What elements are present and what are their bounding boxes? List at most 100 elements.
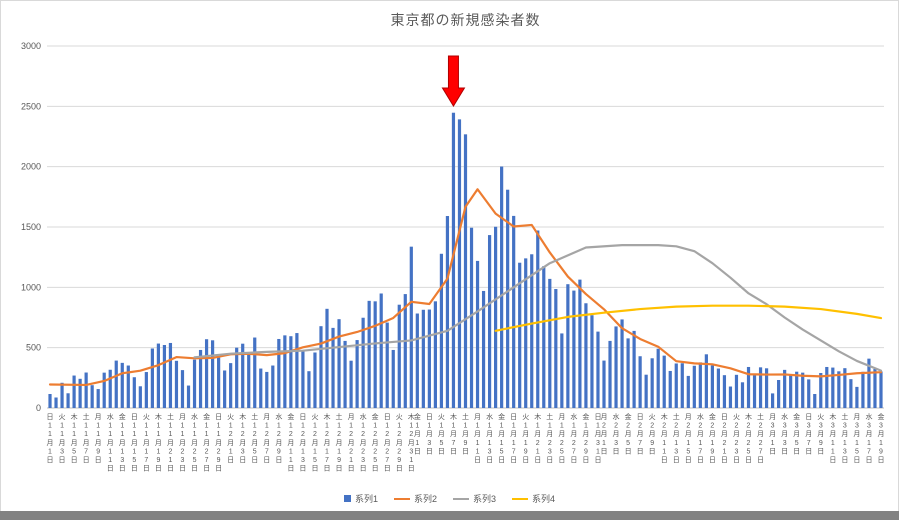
bar[interactable] [843, 368, 847, 408]
bar[interactable] [48, 394, 52, 408]
bar[interactable] [217, 357, 221, 408]
bar[interactable] [825, 366, 829, 408]
bar[interactable] [879, 371, 883, 408]
bar[interactable] [120, 362, 124, 408]
bar[interactable] [108, 369, 112, 408]
series-line-3[interactable] [193, 244, 883, 372]
bar[interactable] [150, 348, 154, 408]
bar[interactable] [144, 372, 148, 408]
bar[interactable] [90, 385, 94, 408]
bar[interactable] [518, 262, 522, 408]
bar[interactable] [734, 374, 739, 408]
bar[interactable] [620, 319, 624, 408]
bar[interactable] [439, 253, 444, 408]
bar[interactable] [783, 369, 787, 408]
bar[interactable] [295, 333, 299, 408]
bar[interactable] [289, 336, 293, 408]
bar[interactable] [307, 371, 311, 408]
bar[interactable] [849, 379, 853, 408]
bar[interactable] [277, 338, 281, 408]
bar[interactable] [584, 303, 588, 408]
bar[interactable] [367, 300, 371, 408]
bar[interactable] [445, 216, 450, 408]
bar[interactable] [560, 333, 564, 408]
bar[interactable] [590, 315, 594, 408]
bar[interactable] [84, 372, 88, 408]
bar[interactable] [873, 369, 877, 408]
bar[interactable] [746, 366, 751, 408]
bar[interactable] [138, 386, 142, 408]
bar[interactable] [409, 246, 413, 408]
bar[interactable] [771, 393, 775, 408]
bar[interactable] [60, 382, 64, 408]
bar[interactable] [403, 294, 407, 408]
bar[interactable] [740, 382, 745, 408]
bar[interactable] [789, 374, 793, 408]
bar[interactable] [204, 339, 209, 408]
series-line-4[interactable] [494, 304, 883, 332]
bar[interactable] [210, 340, 215, 408]
bar[interactable] [831, 367, 835, 408]
bar[interactable] [337, 319, 341, 408]
bar[interactable] [72, 375, 76, 408]
bar[interactable] [186, 385, 191, 408]
bar[interactable] [680, 363, 684, 408]
bar[interactable] [807, 379, 811, 408]
bar[interactable] [319, 326, 323, 408]
legend-item-series2[interactable]: 系列2 [393, 492, 437, 505]
bar[interactable] [235, 347, 239, 408]
bar[interactable] [837, 371, 841, 408]
legend-item-series1[interactable]: 系列1 [343, 492, 378, 505]
bar[interactable] [379, 293, 383, 408]
bar[interactable] [542, 266, 546, 408]
bar[interactable] [506, 189, 510, 408]
bar[interactable] [855, 386, 859, 408]
bar[interactable] [758, 367, 763, 408]
bar[interactable] [777, 380, 781, 408]
bar[interactable] [96, 389, 100, 408]
bar[interactable] [162, 345, 167, 408]
bar[interactable] [241, 343, 245, 408]
bar[interactable] [602, 360, 606, 408]
bar[interactable] [686, 375, 690, 408]
chart-title[interactable]: 東京都の新規感染者数 [390, 12, 541, 28]
bar[interactable] [698, 362, 702, 408]
bar[interactable] [819, 373, 823, 408]
bar[interactable] [168, 342, 173, 408]
bar[interactable] [656, 348, 660, 408]
bar[interactable] [373, 301, 377, 408]
bar[interactable] [608, 340, 612, 408]
bar[interactable] [500, 166, 504, 408]
bar[interactable] [536, 230, 540, 408]
bar[interactable] [650, 358, 654, 408]
bar[interactable] [102, 372, 106, 408]
bar[interactable] [475, 260, 480, 408]
bar[interactable] [487, 235, 492, 408]
bar[interactable] [469, 227, 474, 408]
bar[interactable] [331, 327, 335, 408]
bar[interactable] [867, 358, 871, 408]
bar[interactable] [114, 360, 118, 408]
bar[interactable] [427, 309, 431, 408]
bar[interactable] [391, 349, 395, 408]
bar[interactable] [301, 350, 305, 408]
bar[interactable] [54, 397, 58, 408]
bar[interactable] [180, 370, 185, 408]
bar[interactable] [265, 371, 269, 408]
bar[interactable] [223, 370, 227, 408]
bar[interactable] [596, 331, 600, 408]
bar[interactable] [626, 338, 630, 408]
bar[interactable] [229, 363, 233, 408]
bar[interactable] [578, 279, 582, 408]
bar[interactable] [132, 377, 136, 408]
bar[interactable] [481, 290, 486, 408]
bar[interactable] [632, 330, 636, 408]
bar[interactable] [259, 368, 263, 408]
bar[interactable] [397, 304, 401, 408]
bar[interactable] [415, 313, 419, 408]
legend-item-series3[interactable]: 系列3 [453, 492, 496, 505]
bar[interactable] [554, 289, 558, 408]
bar[interactable] [662, 355, 666, 408]
bar[interactable] [343, 340, 347, 408]
bar[interactable] [325, 308, 329, 408]
